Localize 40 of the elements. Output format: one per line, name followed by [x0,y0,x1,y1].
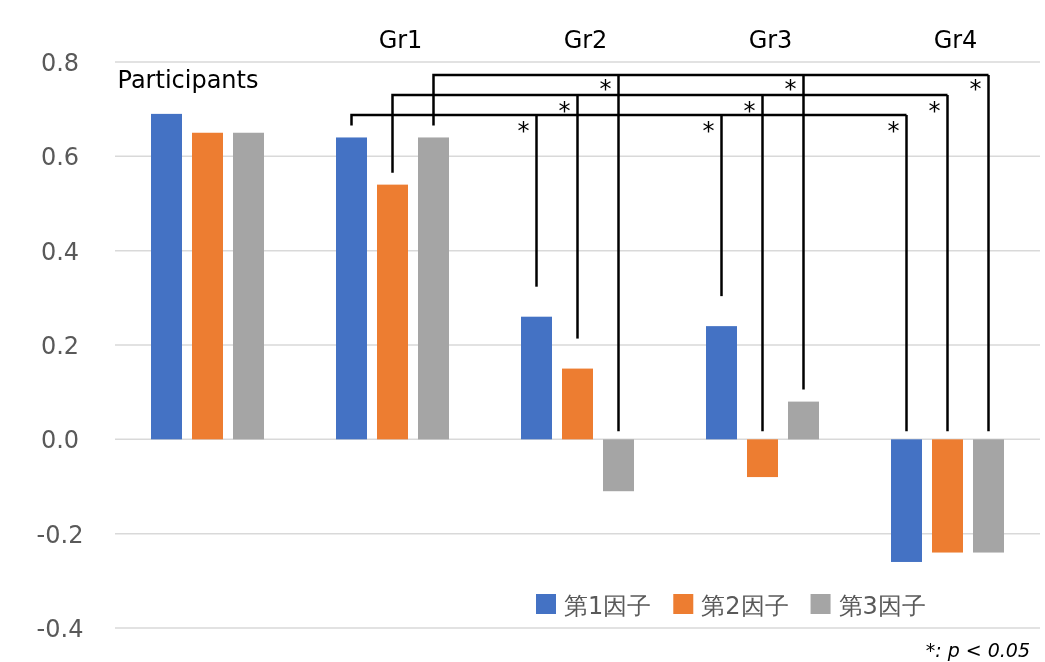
y-tick-label: 0.4 [40,237,80,266]
bar [706,326,737,440]
y-tick-label: 0.0 [40,426,80,455]
annotation: * [517,117,530,145]
x-tick-label: Gr2 [563,26,608,54]
annotation: * [599,75,612,103]
annotation: * [743,97,756,125]
legend-label: 第3因子 [838,592,926,620]
x-tick-label: Participants [117,66,259,94]
text: *: p < 0.05 [925,639,1030,661]
bar [336,137,367,440]
bar [418,137,449,440]
y-tick-label: 0.8 [40,49,80,77]
bar [151,113,182,440]
annotation: * [969,75,982,103]
annotation: * [702,117,715,145]
y-tick-label: 0.6 [40,143,80,172]
x-tick-label: Gr4 [933,26,978,54]
annotation: * [887,117,900,145]
bar [932,439,963,553]
bar [192,132,223,440]
y-tick-label: 0.2 [40,332,80,360]
legend-label: 第2因子 [701,592,789,620]
bar [521,316,552,440]
bar [747,439,778,478]
annotation: * [558,97,571,125]
legend-label: 第1因子 [564,592,652,620]
bar [233,132,264,440]
bar [891,439,922,562]
bar [377,184,408,440]
y-tick-label: -0.4 [36,615,84,643]
x-tick-label: Gr1 [378,26,423,54]
bar [562,368,593,440]
x-tick-label: Gr3 [748,26,793,54]
annotation: * [784,75,797,103]
bar [788,401,819,440]
annotation: * [928,97,941,125]
bar [973,439,1004,553]
y-tick-label: -0.2 [36,520,84,549]
bar [603,439,634,492]
